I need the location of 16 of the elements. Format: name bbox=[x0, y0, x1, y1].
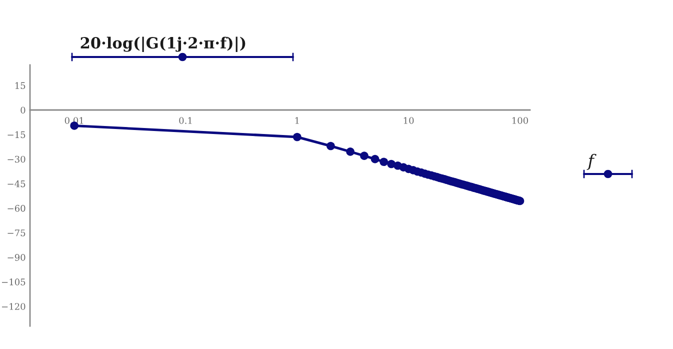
y-tick-label: −15 bbox=[8, 131, 26, 138]
y-axis-title: 20·log(|G(1j·2·π·f)|) bbox=[80, 36, 246, 52]
y-tick-label: 0 bbox=[20, 106, 26, 114]
x-tick-label: 100 bbox=[512, 117, 528, 124]
y-tick-label: −45 bbox=[8, 180, 26, 188]
y-tick-label: −90 bbox=[8, 254, 26, 261]
y-tick-label: −30 bbox=[8, 156, 26, 163]
y-tick-label: −75 bbox=[8, 230, 26, 236]
y-tick-label: 15 bbox=[15, 82, 26, 90]
x-tick-label: 0.1 bbox=[179, 117, 192, 124]
y-tick-label: −60 bbox=[8, 204, 26, 212]
y-tick-label: −105 bbox=[2, 278, 26, 286]
x-tick-label: 10 bbox=[404, 117, 414, 124]
y-tick-label: −120 bbox=[2, 303, 26, 310]
x-tick-label: 1 bbox=[295, 117, 299, 124]
x-axis-title: f bbox=[586, 154, 596, 170]
